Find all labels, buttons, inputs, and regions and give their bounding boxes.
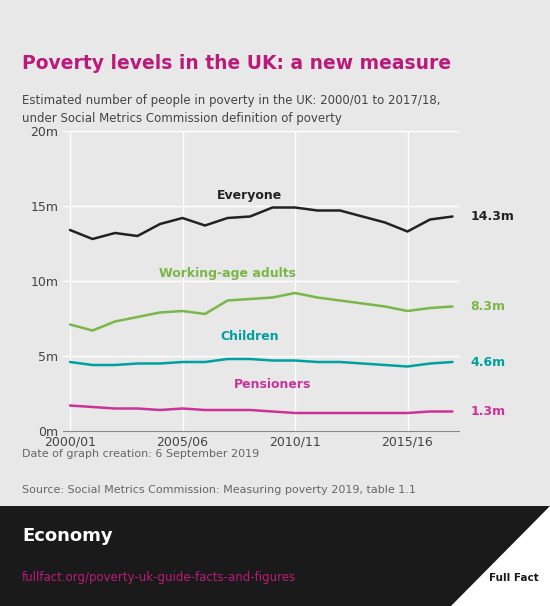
Text: Poverty levels in the UK: a new measure: Poverty levels in the UK: a new measure: [22, 55, 451, 73]
Text: Estimated number of people in poverty in the UK: 2000/01 to 2017/18,
under Socia: Estimated number of people in poverty in…: [22, 94, 441, 125]
Text: 4.6m: 4.6m: [470, 356, 505, 368]
Text: Full Fact: Full Fact: [490, 573, 539, 583]
Polygon shape: [451, 506, 550, 606]
Text: fullfact.org/poverty-uk-guide-facts-and-figures: fullfact.org/poverty-uk-guide-facts-and-…: [22, 571, 296, 585]
Text: Source: Social Metrics Commission: Measuring poverty 2019, table 1.1: Source: Social Metrics Commission: Measu…: [22, 485, 416, 495]
Text: Date of graph creation: 6 September 2019: Date of graph creation: 6 September 2019: [22, 448, 259, 459]
Text: 8.3m: 8.3m: [470, 300, 505, 313]
Text: Pensioners: Pensioners: [234, 378, 311, 391]
Text: Working-age adults: Working-age adults: [159, 267, 296, 280]
Text: Economy: Economy: [22, 527, 113, 545]
Text: 14.3m: 14.3m: [470, 210, 514, 223]
Text: Everyone: Everyone: [217, 189, 283, 202]
Text: 1.3m: 1.3m: [470, 405, 505, 418]
Text: Children: Children: [221, 330, 279, 343]
